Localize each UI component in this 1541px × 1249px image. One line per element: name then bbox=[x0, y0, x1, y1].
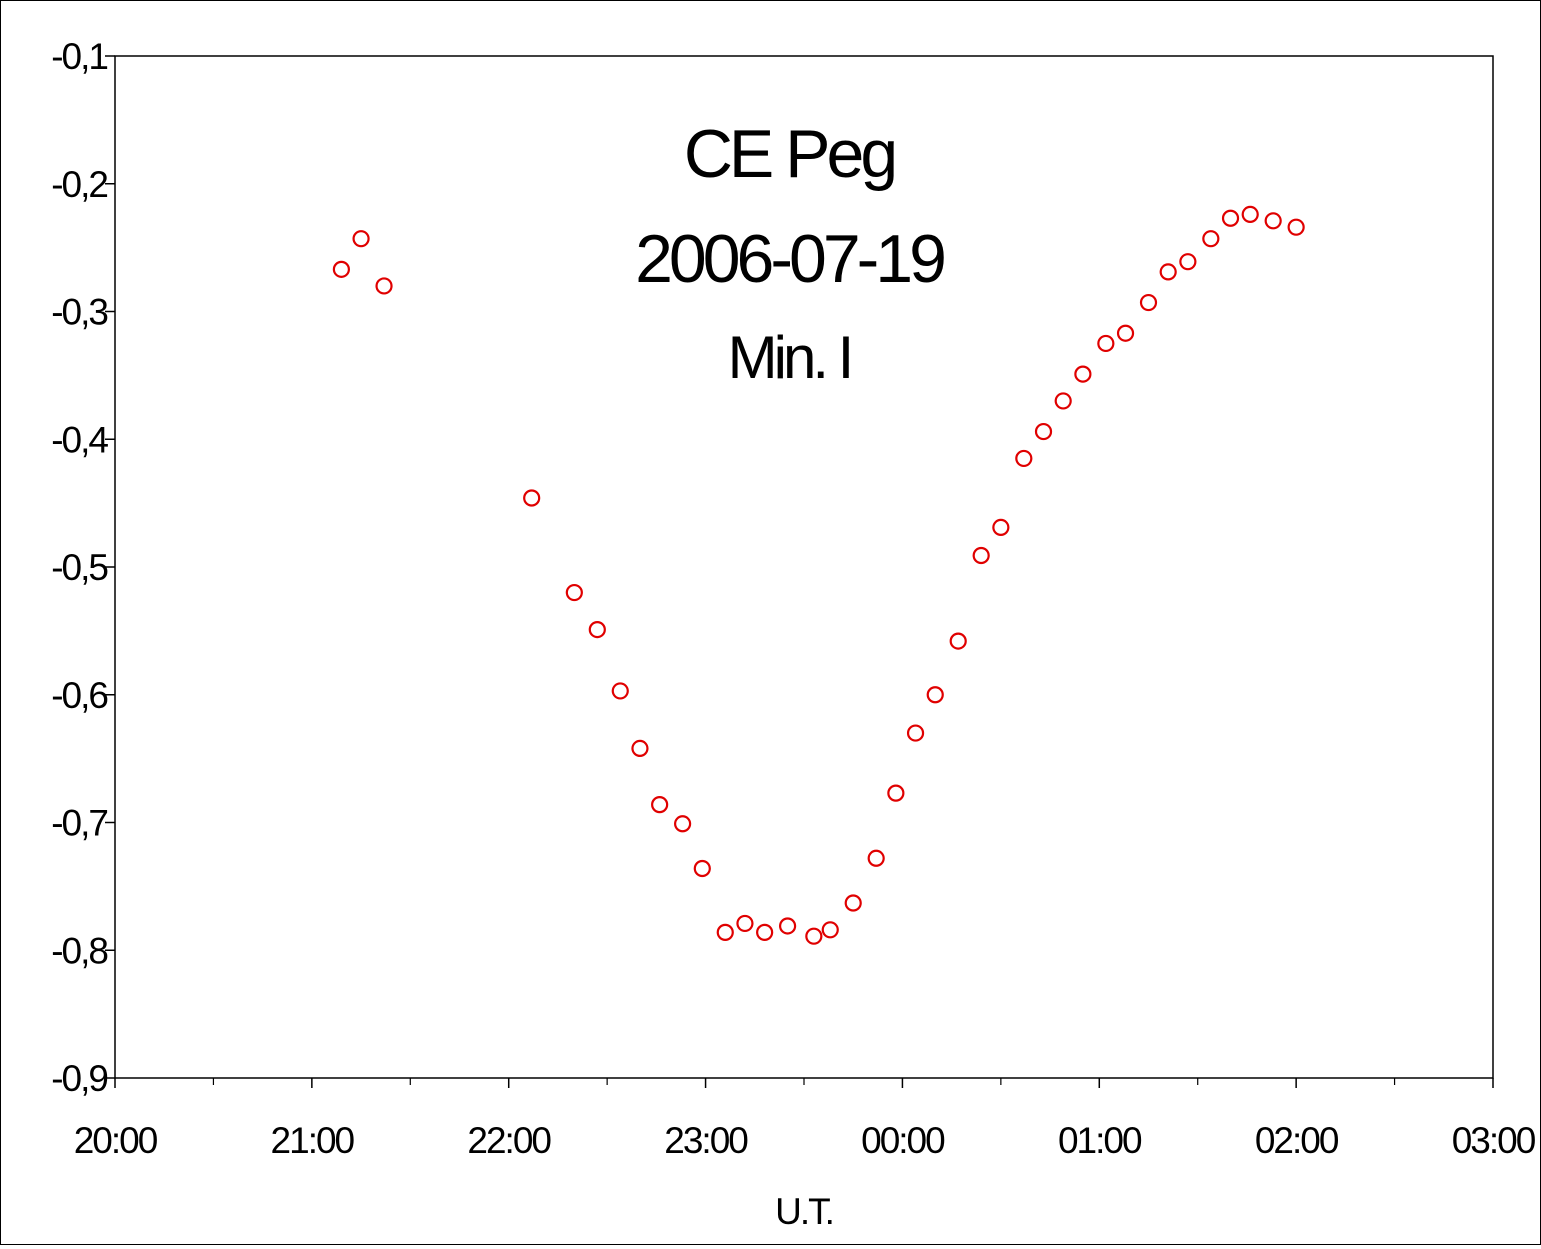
y-tick-label: -0,3 bbox=[51, 292, 107, 333]
chart-title: CE Peg 2006-07-19 Min. I bbox=[635, 116, 948, 391]
data-point bbox=[1221, 209, 1240, 227]
y-tick-label: -0,6 bbox=[51, 675, 107, 716]
y-tick-label: -0,1 bbox=[51, 36, 107, 77]
data-point bbox=[992, 518, 1010, 536]
data-point bbox=[332, 260, 350, 278]
x-axis-label: U.T. bbox=[775, 1191, 833, 1232]
data-point bbox=[1034, 422, 1053, 441]
x-tick-label: 02:00 bbox=[1255, 1120, 1339, 1161]
data-point bbox=[588, 620, 606, 639]
data-point bbox=[1074, 365, 1092, 383]
x-tick-label: 21:00 bbox=[271, 1120, 355, 1161]
y-axis: -0,1 -0,2 -0,3 -0,4 -0,5 -0,6 -0,7 -0,8 -0,9 bbox=[51, 36, 115, 1099]
data-point bbox=[926, 686, 944, 704]
data-point bbox=[844, 894, 862, 912]
title-line-minimum: Min. I bbox=[728, 324, 851, 391]
x-axis: 20:00 21:00 22:00 23:00 00:00 01:00 02:00 03:00 bbox=[74, 1078, 1538, 1161]
data-point bbox=[756, 923, 774, 941]
data-point bbox=[651, 796, 669, 814]
data-point bbox=[1202, 230, 1220, 248]
y-tick-label: -0,5 bbox=[51, 547, 108, 588]
data-point bbox=[1287, 218, 1305, 236]
data-point bbox=[887, 784, 905, 802]
y-tick-label: -0,7 bbox=[51, 803, 107, 844]
data-point bbox=[1139, 293, 1158, 312]
data-point bbox=[523, 489, 541, 507]
data-point bbox=[949, 632, 967, 650]
plot-area-border bbox=[114, 55, 1494, 1079]
data-point bbox=[1097, 334, 1115, 353]
data-points bbox=[332, 205, 1305, 945]
x-tick-label: 03:00 bbox=[1452, 1120, 1536, 1161]
data-point bbox=[1179, 253, 1197, 271]
data-point bbox=[565, 583, 583, 602]
data-point bbox=[1054, 392, 1072, 410]
data-point bbox=[778, 917, 797, 935]
data-point bbox=[906, 724, 925, 742]
title-line-object: CE Peg bbox=[684, 116, 895, 192]
data-point bbox=[867, 849, 885, 867]
title-line-date: 2006-07-19 bbox=[635, 221, 944, 297]
data-point bbox=[375, 277, 393, 295]
x-tick-label: 00:00 bbox=[861, 1120, 945, 1161]
x-tick-label: 23:00 bbox=[664, 1120, 748, 1161]
data-point bbox=[1116, 324, 1135, 342]
data-point bbox=[1015, 449, 1033, 468]
x-tick-label: 20:00 bbox=[74, 1120, 158, 1161]
data-point bbox=[972, 546, 990, 565]
x-tick-label: 22:00 bbox=[467, 1120, 551, 1161]
y-tick-label: -0,8 bbox=[51, 930, 107, 971]
data-point bbox=[1264, 212, 1282, 230]
y-tick-label: -0,4 bbox=[51, 419, 108, 460]
data-point bbox=[821, 921, 839, 939]
data-point bbox=[1241, 205, 1259, 224]
data-point bbox=[674, 815, 692, 833]
y-tick-label: -0,2 bbox=[51, 164, 107, 205]
x-tick-label: 01:00 bbox=[1058, 1120, 1142, 1161]
data-point bbox=[716, 923, 734, 941]
data-point bbox=[631, 739, 649, 758]
data-point bbox=[805, 927, 823, 945]
data-point bbox=[693, 859, 711, 878]
y-tick-label: -0,9 bbox=[51, 1058, 107, 1099]
data-point bbox=[1159, 263, 1177, 281]
data-point bbox=[352, 230, 370, 248]
data-point bbox=[736, 914, 754, 933]
data-point bbox=[611, 682, 629, 700]
